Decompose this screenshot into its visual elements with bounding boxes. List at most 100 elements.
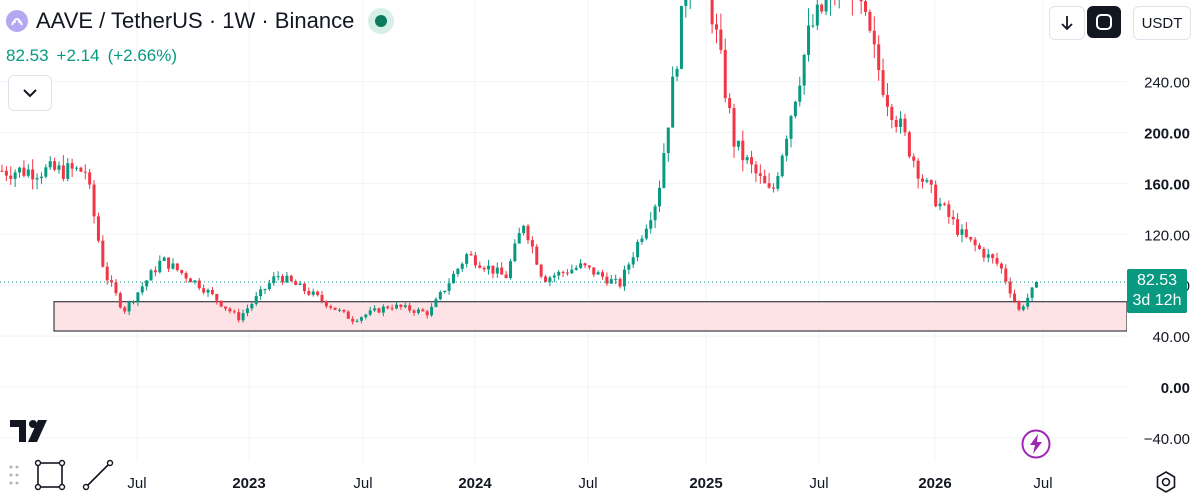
candle-body bbox=[684, 0, 688, 6]
candle-body bbox=[224, 306, 228, 309]
candle-body bbox=[469, 254, 473, 256]
candle-body bbox=[162, 257, 166, 261]
candle-body bbox=[548, 277, 552, 282]
tradingview-logo-icon[interactable] bbox=[10, 420, 54, 442]
candle-body bbox=[324, 301, 328, 307]
price-axis-label: 200.00 bbox=[1144, 126, 1190, 143]
candle-body bbox=[329, 306, 333, 308]
candle-body bbox=[986, 254, 990, 258]
candle-body bbox=[460, 263, 464, 269]
settings-icon[interactable] bbox=[1154, 470, 1178, 494]
candle-body bbox=[263, 289, 267, 291]
candle-body bbox=[381, 306, 385, 313]
candle-body bbox=[228, 308, 232, 312]
candle-body bbox=[622, 269, 626, 287]
candle-body bbox=[4, 170, 8, 176]
candle-body bbox=[451, 273, 455, 284]
candle-body bbox=[355, 320, 359, 322]
time-axis[interactable]: Jul 2023 Jul 2024 Jul 2025 Jul 2026 Jul bbox=[127, 475, 1052, 492]
candle-body bbox=[197, 280, 201, 289]
price-change-line: 82.53 +2.14 (+2.66%) bbox=[6, 46, 185, 66]
candle-body bbox=[184, 273, 188, 279]
candle-body bbox=[26, 169, 30, 176]
candle-body bbox=[79, 167, 83, 172]
candle-body bbox=[386, 306, 390, 309]
candle-body bbox=[298, 283, 302, 285]
chart-grid bbox=[0, 0, 1127, 462]
candle-body bbox=[44, 167, 48, 177]
support-zone-rectangle[interactable] bbox=[53, 301, 1128, 332]
trendline-tool-button[interactable] bbox=[81, 458, 115, 492]
candle-body bbox=[123, 307, 127, 312]
candle-body bbox=[644, 228, 648, 239]
price-axis-label: 40.00 bbox=[1152, 329, 1190, 346]
candle-body bbox=[395, 304, 399, 309]
candle-body bbox=[338, 309, 342, 311]
drag-handle-icon[interactable] bbox=[9, 463, 19, 487]
candle-body bbox=[276, 276, 280, 278]
candle-body bbox=[180, 270, 184, 274]
candle-body bbox=[710, 0, 714, 25]
rectangle-tool-icon bbox=[34, 459, 66, 491]
candle-body bbox=[517, 233, 521, 244]
candle-body bbox=[145, 280, 149, 287]
time-axis-label: 2023 bbox=[232, 475, 265, 492]
candle-body bbox=[872, 30, 876, 45]
symbol-title[interactable]: AAVE / TetherUS · 1W · Binance bbox=[36, 8, 355, 33]
candle-body bbox=[22, 167, 26, 176]
candle-body bbox=[202, 288, 206, 293]
candle-body bbox=[807, 25, 811, 55]
currency-selector[interactable]: USDT bbox=[1133, 6, 1191, 40]
candle-body bbox=[57, 165, 61, 170]
candle-body bbox=[605, 276, 609, 284]
candle-body bbox=[951, 216, 955, 220]
candle-body bbox=[732, 108, 736, 147]
candle-body bbox=[35, 178, 39, 180]
collapse-legend-button[interactable] bbox=[8, 75, 52, 111]
time-axis-label: Jul bbox=[578, 475, 597, 492]
candle-body bbox=[140, 286, 144, 293]
candle-body bbox=[798, 85, 802, 102]
candle-body bbox=[526, 225, 530, 241]
price-change-percent: (+2.66%) bbox=[107, 46, 178, 65]
candle-body bbox=[736, 140, 740, 147]
candle-body bbox=[83, 171, 87, 173]
candle-body bbox=[916, 160, 920, 179]
candle-body bbox=[9, 175, 13, 179]
candle-body bbox=[346, 311, 350, 319]
candle-body bbox=[399, 304, 403, 308]
candle-body bbox=[136, 292, 140, 302]
trendline-tool-icon bbox=[82, 459, 114, 491]
candles bbox=[0, 0, 1038, 325]
candle-body bbox=[92, 184, 96, 217]
lightning-icon[interactable] bbox=[1020, 428, 1052, 460]
rectangle-tool-button[interactable] bbox=[33, 458, 67, 492]
candle-body bbox=[899, 118, 903, 127]
price-axis-label: 240.00 bbox=[1144, 75, 1190, 92]
candle-body bbox=[969, 237, 973, 240]
candle-body bbox=[776, 176, 780, 189]
candle-body bbox=[973, 239, 977, 246]
candle-body bbox=[48, 161, 52, 168]
fullscreen-button[interactable] bbox=[1087, 6, 1121, 38]
candle-body bbox=[789, 116, 793, 139]
price-axis-label: 120.00 bbox=[1144, 227, 1190, 244]
fullscreen-icon bbox=[1096, 14, 1112, 30]
candle-body bbox=[675, 68, 679, 77]
candle-body bbox=[960, 229, 964, 235]
candle-body bbox=[995, 258, 999, 264]
candle-body bbox=[921, 178, 925, 182]
candle-body bbox=[552, 275, 556, 278]
candle-body bbox=[894, 120, 898, 127]
download-button[interactable] bbox=[1049, 6, 1085, 40]
last-price-value: 82.53 bbox=[1136, 272, 1178, 289]
current-price: 82.53 bbox=[6, 46, 49, 65]
candle-body bbox=[390, 308, 394, 310]
candle-body bbox=[640, 238, 644, 242]
candle-body bbox=[272, 276, 276, 284]
live-status-icon[interactable] bbox=[368, 8, 395, 34]
candle-body bbox=[1026, 297, 1030, 307]
candle-body bbox=[1008, 281, 1012, 294]
price-axis[interactable]: 240.00200.00160.00120.0080.0040.000.00−4… bbox=[1127, 0, 1199, 503]
